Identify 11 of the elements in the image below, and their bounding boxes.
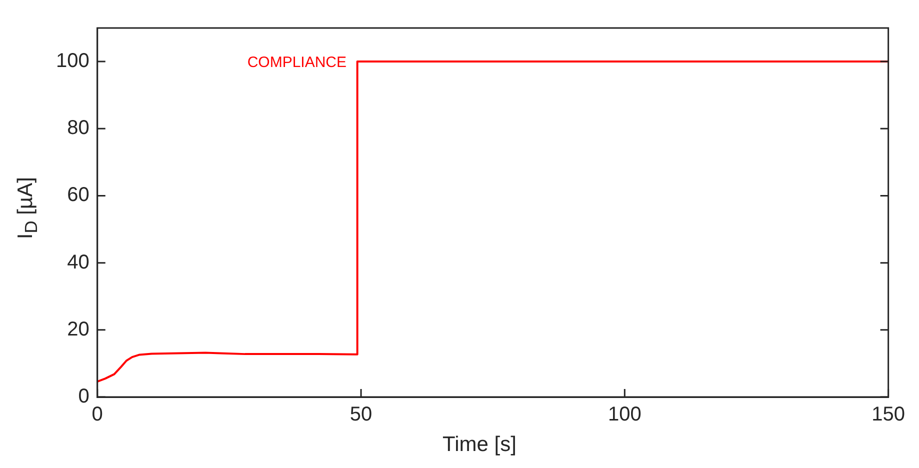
- y-tick-label: 40: [67, 251, 90, 274]
- x-tick-label: 100: [608, 404, 642, 426]
- y-tick-label: 100: [56, 50, 90, 72]
- y-tick-label: 20: [67, 318, 90, 340]
- y-tick-label: 0: [78, 386, 90, 408]
- y-tick-label: 60: [67, 184, 90, 206]
- x-axis-title: Time [s]: [442, 433, 518, 457]
- annotation: COMPLIANCE: [247, 54, 347, 72]
- x-tick-label: 150: [872, 404, 906, 426]
- x-tick-label: 50: [350, 404, 372, 426]
- y-tick-label: 80: [67, 117, 90, 140]
